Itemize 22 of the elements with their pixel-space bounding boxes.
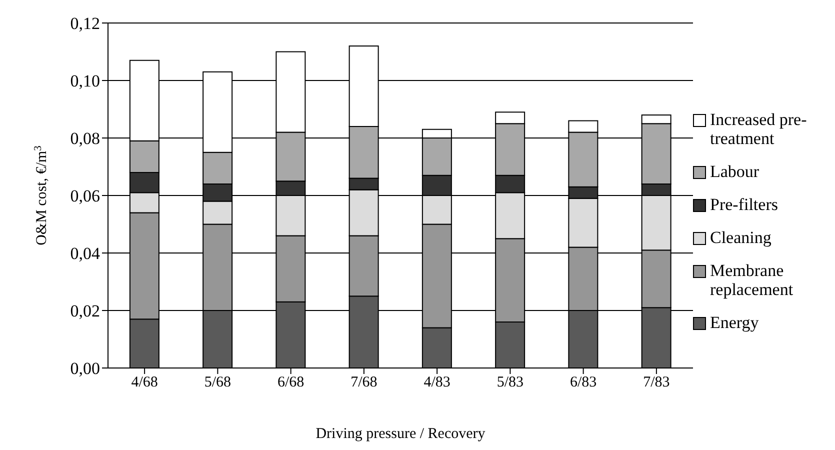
legend-label: Cleaning	[710, 228, 772, 247]
legend-label: Increased pre-treatment	[710, 110, 808, 148]
y-tick-label: 0,00	[70, 359, 100, 378]
x-tick-label: 4/68	[131, 374, 158, 391]
x-tick-label: 4/83	[424, 374, 450, 391]
legend-label: Energy	[710, 313, 759, 332]
y-tick-label: 0,10	[70, 72, 100, 91]
y-tick-label: 0,06	[70, 186, 100, 206]
legend-label: Labour	[710, 162, 760, 181]
x-tick-label: 5/83	[496, 374, 524, 391]
x-tick-label: 5/68	[204, 374, 232, 391]
x-axis-title: Driving pressure / Recovery	[316, 426, 486, 442]
y-tick-label: 0,04	[70, 244, 100, 264]
y-tick-label: 0,12	[70, 14, 100, 34]
x-tick-label: 7/83	[643, 374, 670, 391]
y-tick-label: 0,08	[70, 129, 100, 148]
legend-label: Pre-filters	[710, 195, 778, 214]
x-tick-label: 6/68	[277, 374, 304, 391]
x-tick-label: 7/68	[350, 374, 378, 391]
legend-label: Membrane replacement	[710, 261, 794, 299]
y-tick-label: 0,02	[70, 302, 100, 321]
x-tick-label: 6/83	[570, 374, 597, 391]
